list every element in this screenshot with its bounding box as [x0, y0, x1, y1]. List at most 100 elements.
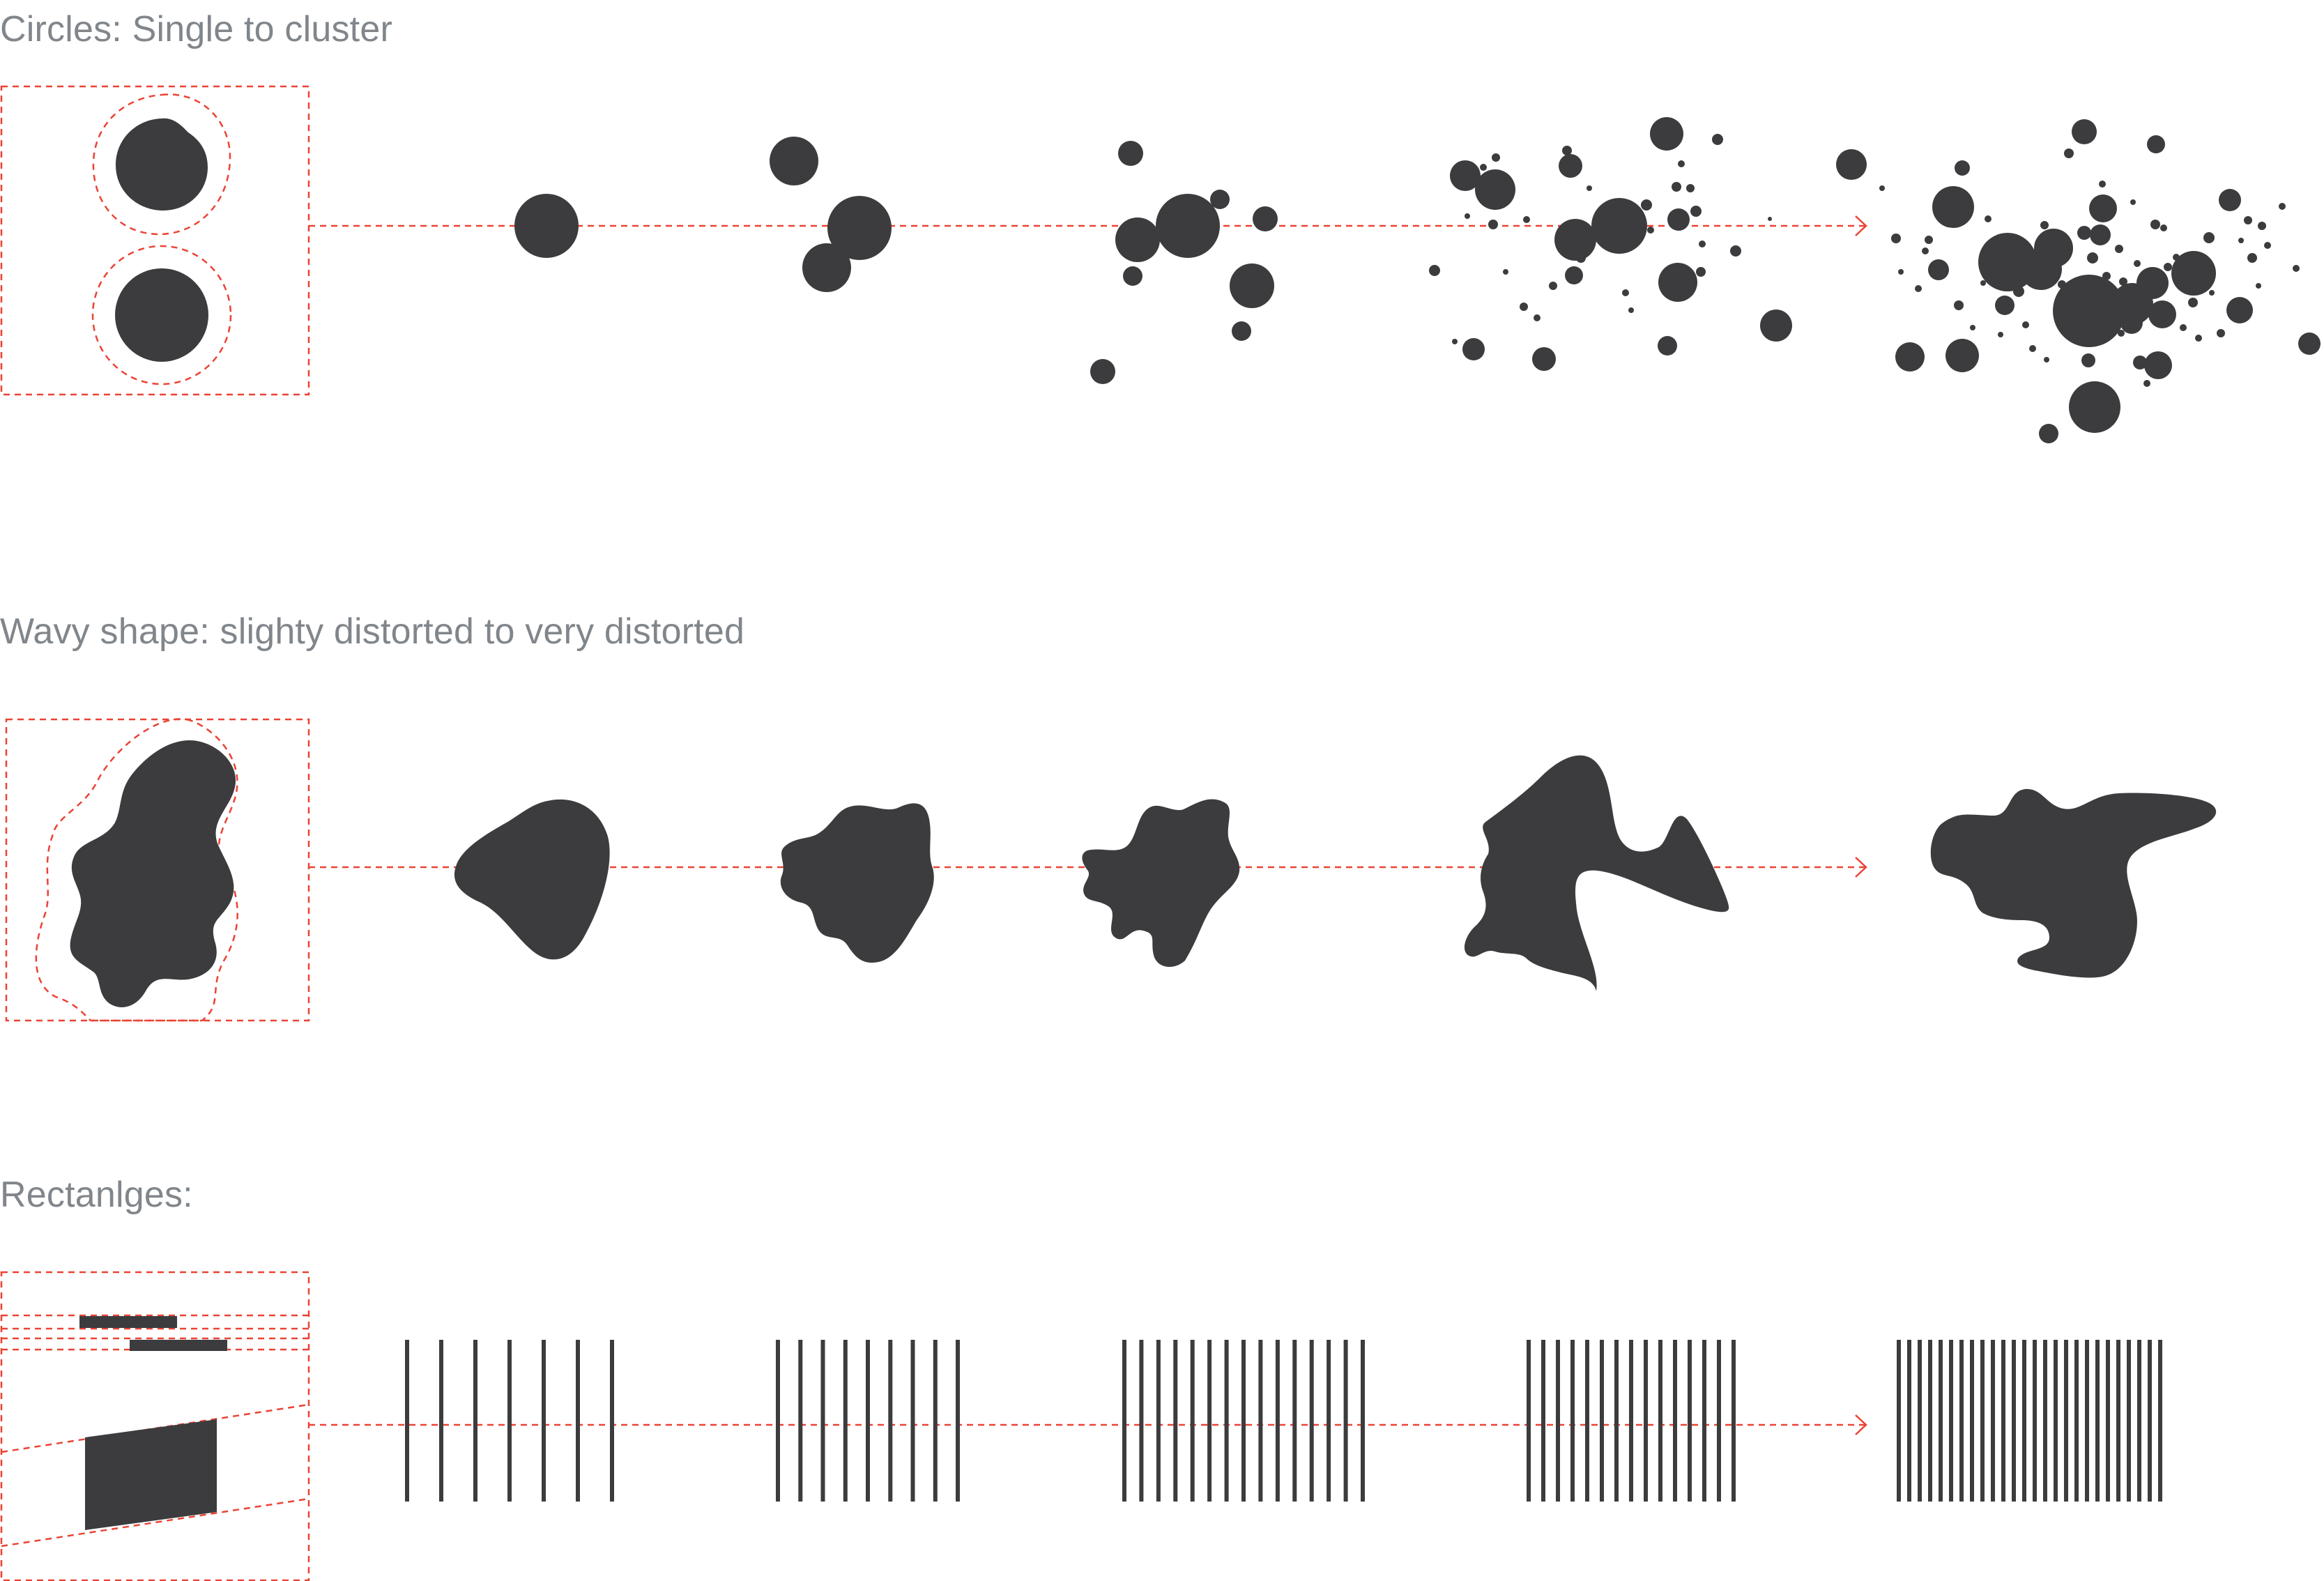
cluster-dot	[1534, 314, 1541, 321]
cluster-dot	[1503, 269, 1508, 275]
cluster-dot	[2171, 251, 2216, 296]
cluster-dot	[1712, 134, 1723, 145]
cluster-dot	[2072, 119, 2097, 144]
cluster-dot	[1699, 240, 1706, 247]
cluster-dot	[2203, 232, 2215, 243]
vertical-bar	[1556, 1340, 1560, 1502]
cluster-dot	[2081, 353, 2095, 367]
cluster-dot	[1690, 206, 1702, 217]
vertical-bar	[1139, 1340, 1144, 1502]
section-title-wavy: Wavy shape: slighty distorted to very di…	[0, 611, 745, 652]
cluster-dot	[2279, 203, 2286, 210]
vertical-bar	[1541, 1340, 1545, 1502]
vertical-bar	[1224, 1340, 1229, 1502]
vertical-bar	[2012, 1340, 2016, 1502]
vertical-bar	[2001, 1340, 2005, 1502]
cluster-dot	[1559, 154, 1582, 178]
cluster-dot	[2034, 229, 2073, 268]
vertical-bar	[1570, 1340, 1575, 1502]
cluster-dot	[1576, 253, 1586, 263]
cluster-dot	[2258, 222, 2266, 230]
cluster-dot	[1650, 117, 1683, 151]
circles-step-5	[1836, 119, 2321, 443]
rectangles-step-5	[1897, 1340, 2162, 1502]
vertical-bar	[1928, 1340, 1932, 1502]
cluster-dot	[1523, 216, 1530, 223]
cluster-dot	[2217, 329, 2225, 337]
cluster-dot	[1554, 219, 1596, 261]
cluster-dot	[2244, 216, 2252, 224]
cluster-dot	[1945, 339, 1979, 372]
circles-arrow-head	[1855, 215, 1867, 236]
vertical-bar	[1959, 1340, 1964, 1502]
cluster-dot	[1932, 186, 1974, 228]
cluster-dot	[1658, 263, 1697, 302]
wavy-step-4	[1464, 755, 1729, 991]
circles-legend-outline-top	[92, 93, 231, 236]
vertical-bar	[473, 1340, 477, 1502]
cluster-dot	[1922, 247, 1929, 254]
vertical-bar	[1731, 1340, 1736, 1502]
cluster-dot	[2120, 312, 2143, 334]
cluster-dot	[1928, 259, 1949, 280]
cluster-dot	[1591, 198, 1647, 254]
circles-legend-circle	[115, 268, 208, 362]
rectangles-legend-bar-top	[79, 1316, 177, 1328]
cluster-dot	[1641, 199, 1652, 211]
cluster-dot	[2053, 275, 2125, 347]
cluster-dot	[1587, 185, 1592, 191]
vertical-bar	[1644, 1340, 1648, 1502]
cluster-dot	[1995, 296, 2015, 315]
circles-legend-blob	[116, 118, 208, 211]
cluster-dot	[1647, 227, 1654, 234]
cluster-dot	[1760, 310, 1792, 342]
vertical-bar	[866, 1340, 870, 1502]
vertical-bar	[1292, 1340, 1297, 1502]
circles-row	[0, 85, 2321, 443]
vertical-bar	[798, 1340, 803, 1502]
cluster-dot	[1565, 266, 1583, 284]
circles-legend-box	[0, 85, 310, 396]
vertical-bar	[1309, 1340, 1314, 1502]
cluster-dot	[1628, 307, 1634, 313]
cluster-dot	[1980, 280, 1986, 286]
vertical-bar	[2106, 1340, 2110, 1502]
cluster-dot	[2119, 277, 2127, 286]
cluster-dot	[2118, 330, 2125, 337]
vertical-bar	[1673, 1340, 1677, 1502]
vertical-bar	[507, 1340, 512, 1502]
cluster-dot	[1520, 303, 1528, 311]
vertical-bar	[820, 1340, 825, 1502]
vertical-bar	[2022, 1340, 2026, 1502]
cluster-dot	[2133, 356, 2147, 369]
wavy-step-1	[454, 799, 610, 960]
wavy-step-5	[1930, 788, 2217, 978]
cluster-dot	[2039, 424, 2058, 443]
circles-step-3	[1090, 141, 1278, 384]
cluster-dot	[2144, 351, 2172, 379]
cluster-dot	[2147, 135, 2165, 153]
vertical-bar	[439, 1340, 443, 1502]
cluster-dot	[1768, 217, 1772, 221]
vertical-bar	[1970, 1340, 1974, 1502]
cluster-dot	[2040, 221, 2049, 229]
vertical-bar	[843, 1340, 848, 1502]
rectangles-legend-box	[0, 1271, 310, 1581]
vertical-bar	[1361, 1340, 1365, 1502]
vertical-bar	[910, 1340, 915, 1502]
cluster-dot	[1622, 289, 1629, 296]
vertical-bar	[405, 1340, 409, 1502]
cluster-dot	[2150, 220, 2160, 229]
rectangles-legend-guide	[1, 1497, 309, 1548]
vertical-bar	[1173, 1340, 1178, 1502]
circles-step-4	[1429, 117, 1792, 371]
cluster-dot	[1836, 149, 1867, 180]
cluster-dot	[1562, 146, 1572, 155]
vertical-bar	[1241, 1340, 1246, 1502]
vertical-bar	[1949, 1340, 1953, 1502]
rectangles-arrow-head	[1855, 1414, 1867, 1435]
vertical-bar	[576, 1340, 580, 1502]
section-title-circles: Circles: Single to cluster	[0, 9, 392, 49]
cluster-dot	[1667, 208, 1690, 231]
